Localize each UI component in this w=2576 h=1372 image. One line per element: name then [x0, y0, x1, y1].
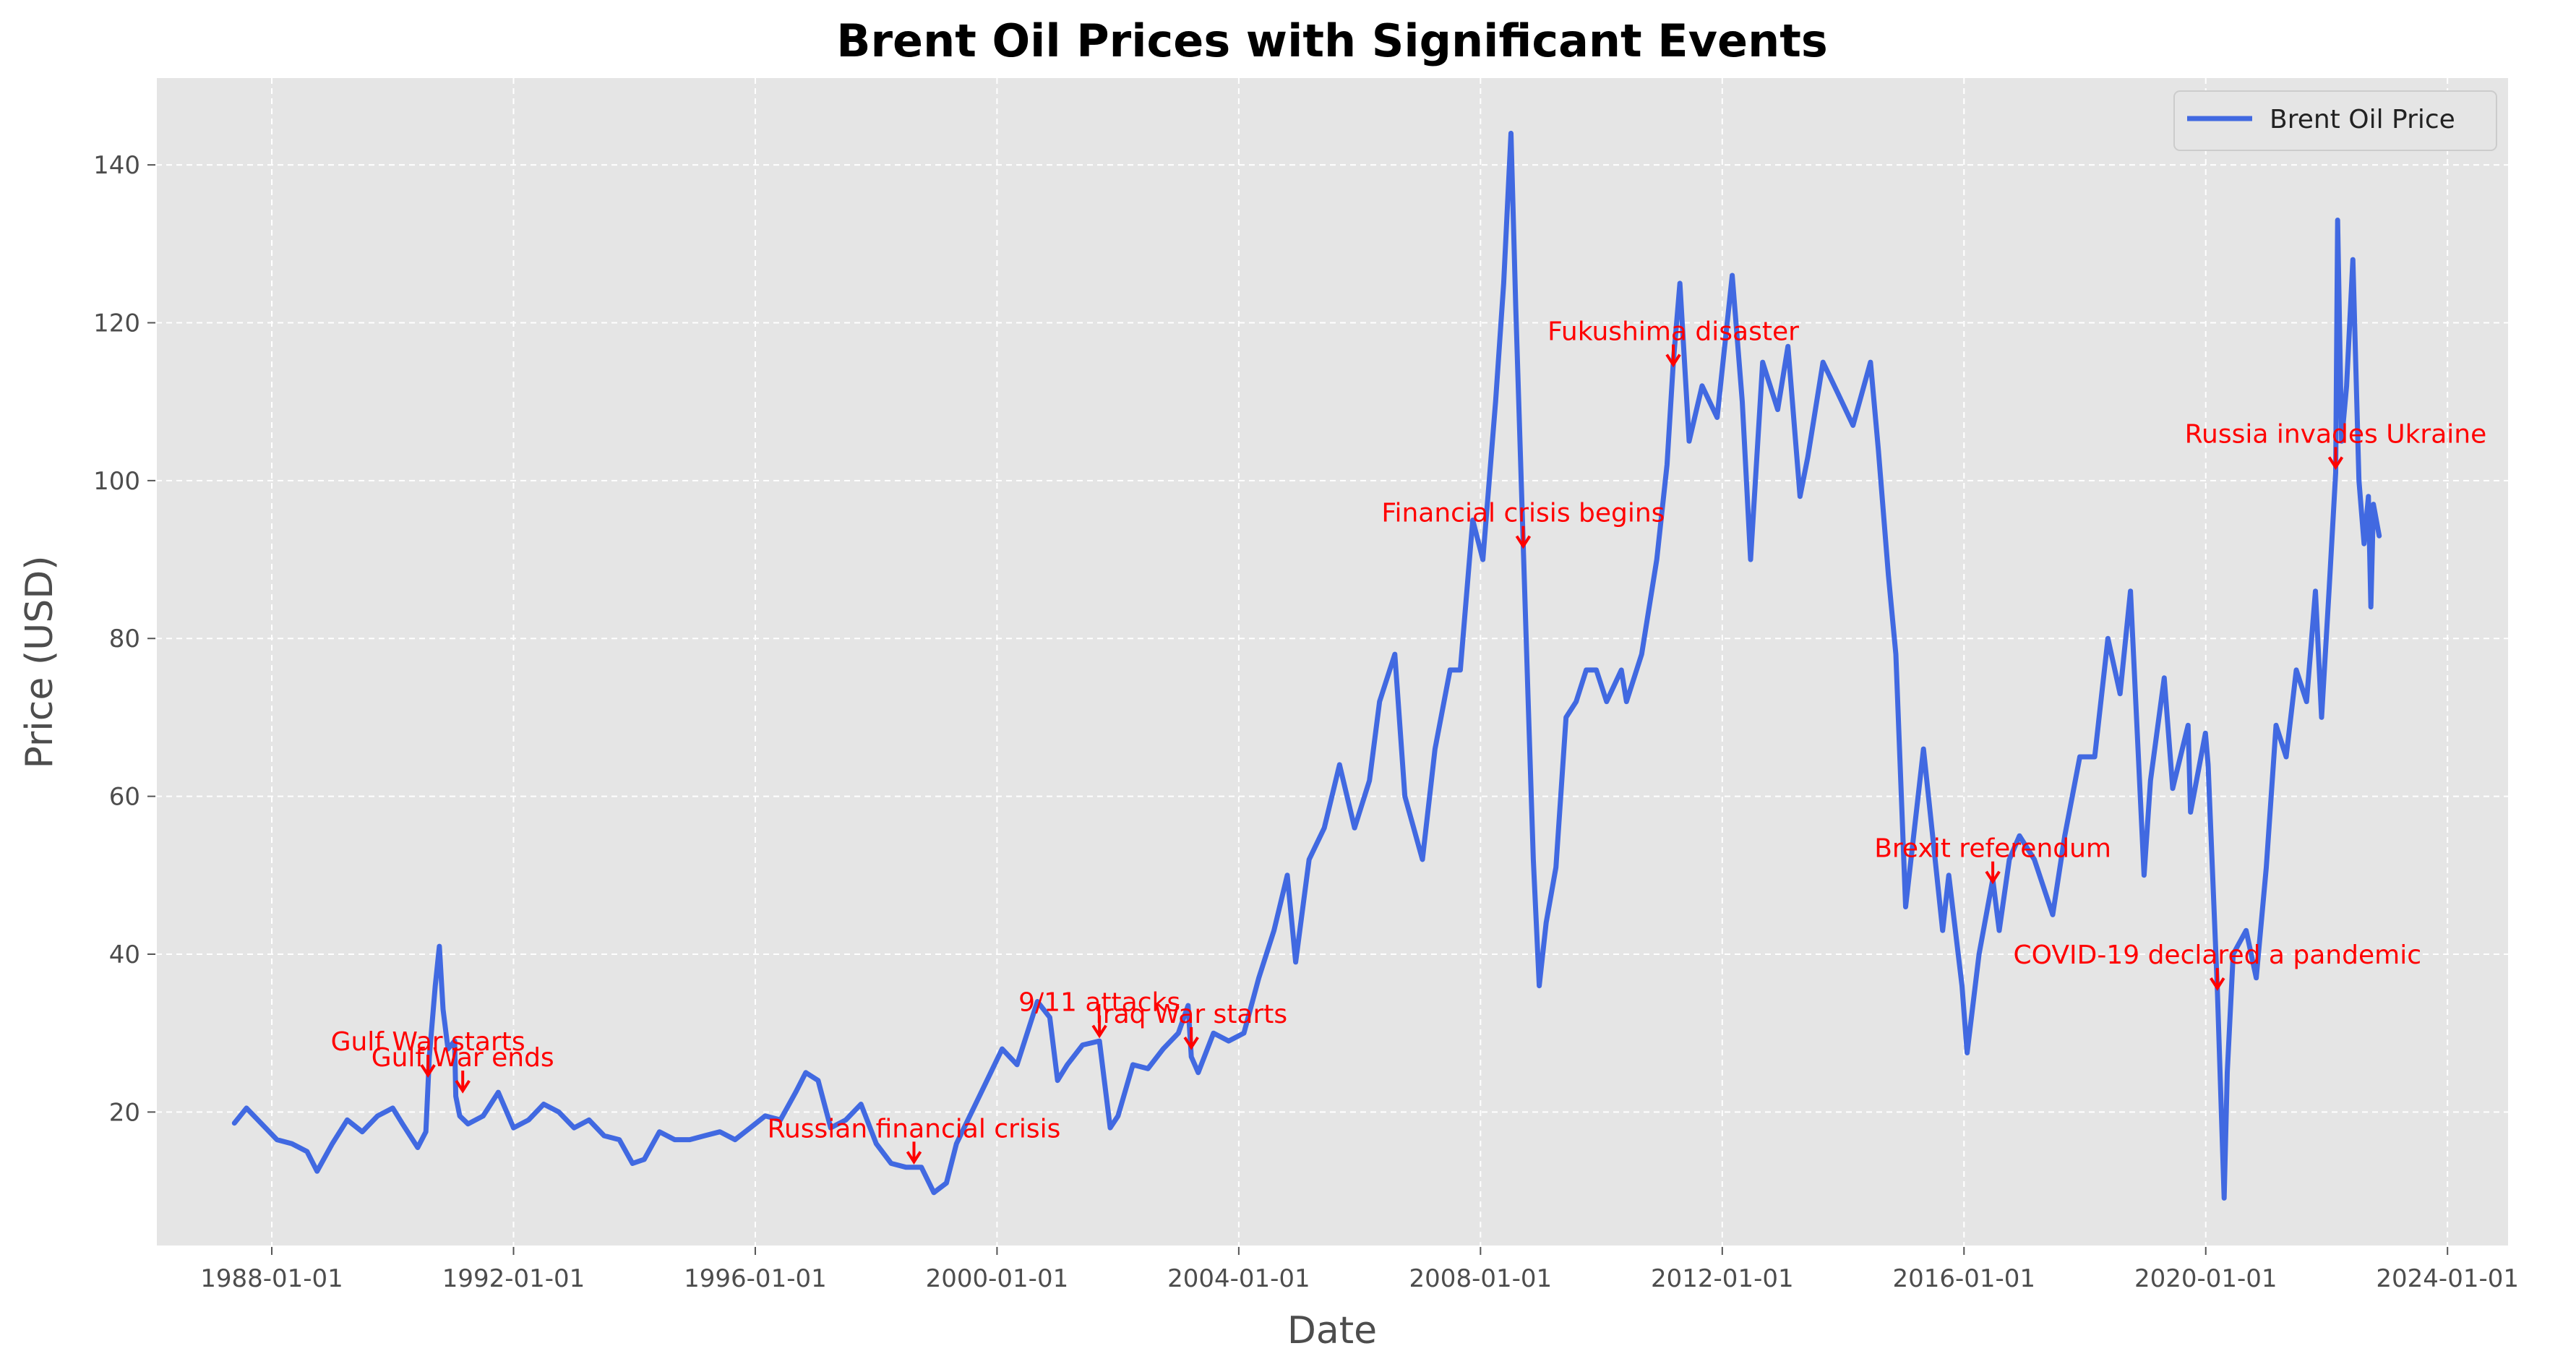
event-annotation: Russian financial crisis: [768, 1114, 1061, 1165]
event-label: Financial crisis begins: [1381, 499, 1665, 528]
y-tick-label: 20: [109, 1098, 140, 1127]
event-arrow-head: [1515, 535, 1532, 549]
x-tick-label: 1996-01-01: [684, 1264, 827, 1293]
event-label: Russia invades Ukraine: [2185, 419, 2487, 449]
event-arrow-head: [1985, 870, 2001, 885]
x-tick-label: 2016-01-01: [1892, 1264, 2035, 1293]
y-tick-label: 140: [93, 151, 140, 180]
event-label: Russian financial crisis: [768, 1114, 1061, 1144]
x-tick-label: 1992-01-01: [442, 1264, 585, 1293]
x-tick-label: 2008-01-01: [1409, 1264, 1553, 1293]
event-annotation: Iraq War starts: [1095, 1000, 1287, 1050]
event-label: Fukushima disaster: [1547, 317, 1799, 347]
event-label: COVID-19 declared a pandemic: [2014, 940, 2421, 970]
x-tick-label: 2012-01-01: [1651, 1264, 1794, 1293]
event-annotation: COVID-19 declared a pandemic: [2014, 940, 2421, 991]
legend-label: Brent Oil Price: [2270, 105, 2455, 134]
event-arrow-head: [2210, 977, 2225, 991]
event-arrow-head: [420, 1064, 436, 1078]
series-layer: [231, 130, 2382, 1201]
x-tick-label: 2024-01-01: [2376, 1264, 2519, 1293]
event-arrow-head: [455, 1079, 471, 1094]
event-annotation: Gulf War ends: [372, 1043, 554, 1094]
event-label: Gulf War starts: [331, 1027, 525, 1057]
event-annotation: Brexit referendum: [1874, 834, 2111, 885]
event-arrow-head: [1665, 353, 1681, 368]
plot-area: [156, 78, 2508, 1246]
y-tick-label: 120: [93, 309, 140, 338]
y-tick-label: 60: [109, 783, 140, 812]
x-axis-title: Date: [1287, 1309, 1377, 1352]
y-tick-label: 40: [109, 940, 140, 969]
event-annotation: Financial crisis begins: [1381, 499, 1665, 549]
event-arrow-head: [1183, 1036, 1199, 1050]
event-arrow-head: [906, 1151, 922, 1165]
event-annotation: Russia invades Ukraine: [2185, 419, 2487, 471]
legend-box: [2173, 90, 2497, 151]
event-label: Gulf War ends: [372, 1043, 554, 1073]
axes: 1988-01-01 1992-01-01 1996-01-01 2000-01-01…: [93, 78, 2519, 1293]
event-label: Brexit referendum: [1874, 834, 2111, 864]
event-arrow-head: [1091, 1024, 1107, 1039]
chart-title: Brent Oil Prices with Significant Events: [836, 14, 1828, 67]
event-annotation: Gulf War starts: [331, 1027, 525, 1078]
x-tick-label: 2004-01-01: [1167, 1264, 1310, 1293]
y-tick-label: 100: [93, 467, 140, 496]
legend: Brent Oil Price: [2173, 90, 2497, 151]
y-axis-title: Price (USD): [18, 555, 61, 768]
event-annotation: Fukushima disaster: [1547, 317, 1799, 368]
x-tick-label: 2020-01-01: [2134, 1264, 2277, 1293]
series-line-brent: [231, 130, 2382, 1201]
event-label: Iraq War starts: [1095, 1000, 1287, 1029]
event-annotation: 9/11 attacks: [1018, 988, 1180, 1039]
x-tick-label: 1988-01-01: [200, 1264, 343, 1293]
x-tick-label: 2000-01-01: [926, 1264, 1069, 1293]
event-arrow-head: [2327, 456, 2344, 471]
event-label: 9/11 attacks: [1018, 988, 1180, 1018]
y-tick-label: 80: [109, 625, 140, 653]
